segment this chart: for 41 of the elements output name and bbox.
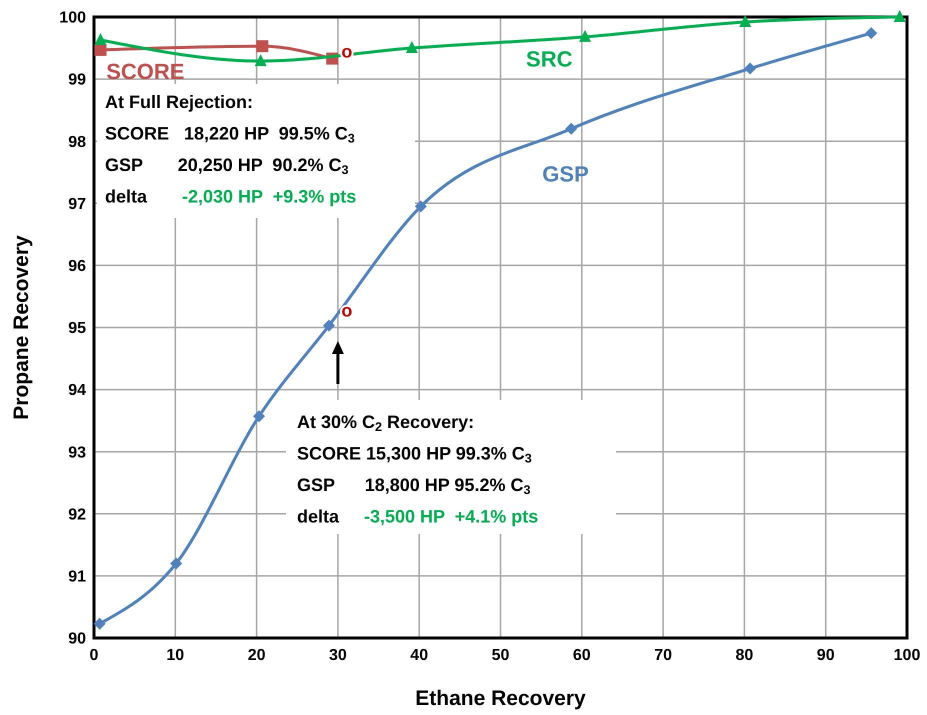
y-tick-label: 95 (68, 320, 86, 338)
x-tick-label: 100 (894, 647, 920, 664)
x-tick-label: 60 (572, 647, 591, 664)
x-axis-title: Ethane Recovery (415, 687, 586, 710)
x-tick-label: 30 (329, 647, 347, 664)
point (414, 200, 427, 212)
x-tick-label: 80 (736, 647, 754, 664)
y-tick-label: 96 (68, 258, 86, 275)
x-tick-label: 0 (90, 647, 99, 664)
x-tick-label: 50 (492, 647, 510, 664)
y-axis-title: Propane Recovery (10, 234, 33, 420)
series-label: GSP (542, 162, 589, 187)
annotation: GSP 20,250 HP 90.2% C$_{3}$ (105, 155, 348, 178)
point (322, 320, 335, 332)
x-tick-label: 10 (166, 647, 184, 664)
series-label: SCORE (106, 59, 184, 84)
y-tick-label: 97 (68, 196, 86, 213)
y-tick-label: 93 (68, 444, 86, 462)
annotation: o (341, 300, 352, 320)
annotation: GSP 18,800 HP 95.2% C$_{3}$ (297, 475, 530, 498)
y-tick-label: 92 (68, 506, 86, 524)
annotation: SCORE 15,300 HP 99.3% C$_{3}$ (297, 444, 532, 466)
annotation: At 30% C$_{2}$ Recovery: (297, 412, 474, 434)
y-tick-label: 100 (59, 10, 86, 27)
y-tick-label: 91 (68, 568, 86, 586)
point (565, 122, 578, 135)
point (170, 557, 182, 570)
y-tick-label: 94 (68, 382, 86, 400)
y-tick-label: 90 (68, 630, 86, 648)
text: delta -2,030 HP +9.3% pts (105, 186, 356, 206)
x-tick-label: 90 (816, 647, 835, 664)
x-tick-label: 20 (248, 647, 266, 664)
x-tick-label: 40 (410, 647, 428, 664)
x-tick-label: 70 (654, 647, 672, 664)
y-tick-label: 99 (68, 72, 86, 89)
text: delta -3,500 HP +4.1% pts (297, 506, 538, 526)
annotation: SCORE 18,220 HP 99.5% C$_{3}$ (105, 124, 355, 146)
y-tick-label: 98 (68, 134, 86, 151)
point (253, 410, 266, 422)
annotation: At Full Rejection: (105, 92, 253, 112)
point (94, 618, 106, 630)
